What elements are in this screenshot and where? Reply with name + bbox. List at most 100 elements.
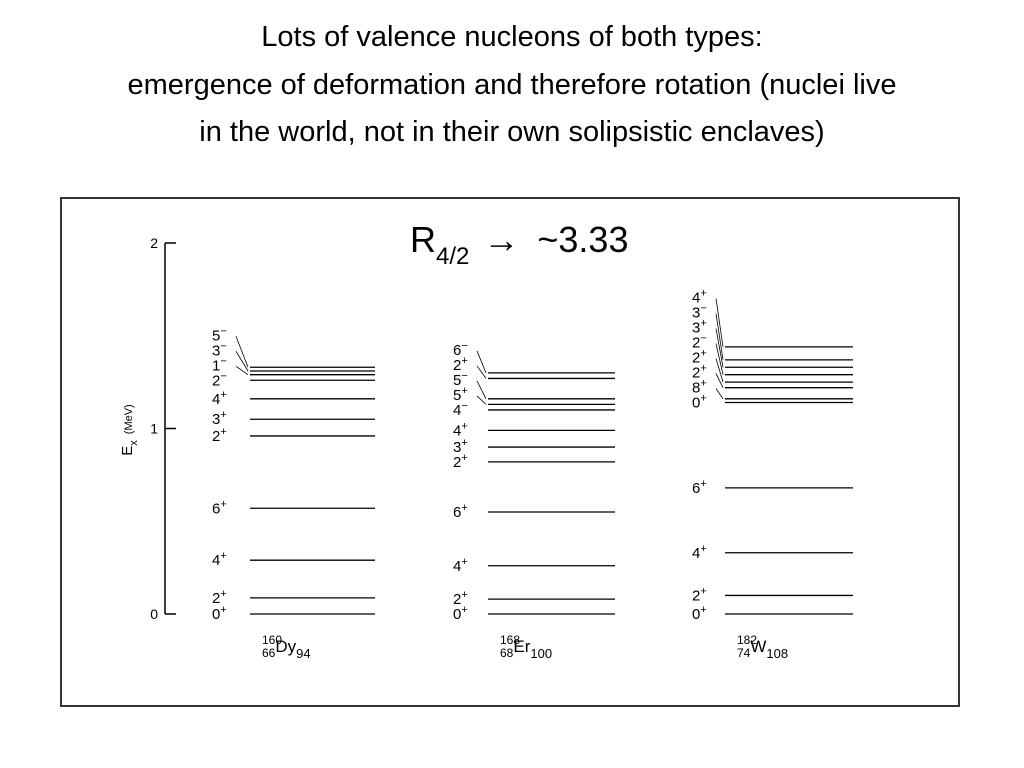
level-label: 4+ bbox=[692, 288, 707, 307]
level-spin: 2 bbox=[212, 428, 220, 445]
level-connector bbox=[476, 365, 487, 379]
level-spin: 0 bbox=[692, 395, 700, 412]
level-label: 2+ bbox=[212, 588, 227, 607]
level-connector bbox=[715, 388, 724, 400]
level-spin: 2 bbox=[453, 454, 461, 471]
nuclide-n: 94 bbox=[296, 646, 310, 661]
level-label: 0+ bbox=[453, 604, 468, 623]
level-label: 3− bbox=[692, 303, 707, 322]
nuclide-z: 66 bbox=[262, 646, 276, 660]
level-connector bbox=[715, 328, 724, 368]
level-spin: 4 bbox=[212, 391, 220, 408]
level-parity: + bbox=[700, 393, 706, 405]
level-label: 4+ bbox=[212, 550, 227, 569]
level-spin: 3 bbox=[212, 411, 220, 428]
level-connector bbox=[715, 343, 724, 375]
level-spin: 6 bbox=[453, 342, 461, 359]
level-label: 5− bbox=[212, 325, 227, 344]
level-parity: + bbox=[220, 409, 226, 421]
level-parity: + bbox=[220, 389, 226, 401]
nuclide-z: 68 bbox=[500, 646, 514, 660]
level-spin: 6 bbox=[692, 480, 700, 497]
level-parity: − bbox=[220, 370, 226, 382]
level-label: 3+ bbox=[453, 437, 468, 456]
annotation-value: ~3.33 bbox=[537, 219, 628, 260]
level-label: 1− bbox=[212, 355, 227, 374]
level-parity: + bbox=[700, 585, 706, 597]
level-parity: − bbox=[700, 333, 706, 345]
annotation-symbol: R bbox=[410, 219, 436, 260]
nuclide-mass: 160 bbox=[262, 633, 282, 647]
level-parity: − bbox=[220, 325, 226, 337]
level-connector bbox=[715, 358, 724, 383]
level-spin: 2 bbox=[453, 357, 461, 374]
nuclide-n: 108 bbox=[766, 646, 788, 661]
nuclide-mass: 182 bbox=[737, 633, 757, 647]
level-spin: 2 bbox=[212, 590, 220, 607]
tick-label: 2 bbox=[150, 235, 158, 251]
level-connector bbox=[476, 350, 487, 374]
level-spin: 3 bbox=[453, 439, 461, 456]
nuclide-symbol: Dy bbox=[275, 637, 296, 656]
level-spin: 5 bbox=[212, 327, 220, 344]
nuclide-symbol: W bbox=[750, 637, 766, 656]
level-label: 2+ bbox=[453, 452, 468, 471]
level-label: 0+ bbox=[692, 604, 707, 623]
level-label: 2− bbox=[212, 370, 227, 389]
level-spin: 4 bbox=[692, 290, 700, 307]
level-spin: 6 bbox=[453, 504, 461, 521]
level-spin: 4 bbox=[453, 422, 461, 439]
level-label: 8+ bbox=[692, 378, 707, 397]
level-label: 2− bbox=[692, 333, 707, 352]
level-parity: + bbox=[700, 288, 706, 300]
level-spin: 5 bbox=[453, 372, 461, 389]
level-label: 4+ bbox=[692, 543, 707, 562]
axis-unit: (MeV) bbox=[123, 404, 135, 434]
title-line: Lots of valence nucleons of both types: bbox=[261, 21, 762, 53]
level-parity: + bbox=[700, 318, 706, 330]
level-spin: 2 bbox=[692, 365, 700, 382]
level-parity: + bbox=[700, 363, 706, 375]
level-parity: − bbox=[700, 303, 706, 315]
level-label: 4+ bbox=[212, 389, 227, 408]
title-line: emergence of deformation and therefore r… bbox=[128, 69, 897, 101]
level-label: 6− bbox=[453, 340, 468, 359]
level-spin: 1 bbox=[212, 357, 220, 374]
level-connector bbox=[235, 336, 249, 368]
level-label: 2+ bbox=[453, 355, 468, 374]
level-label: 3− bbox=[212, 340, 227, 359]
level-spin: 3 bbox=[212, 342, 220, 359]
nuclide-symbol: Er bbox=[513, 637, 530, 656]
level-parity: − bbox=[220, 340, 226, 352]
level-spin: 4 bbox=[212, 552, 220, 569]
level-parity: + bbox=[461, 556, 467, 568]
level-parity: − bbox=[461, 340, 467, 352]
level-parity: + bbox=[461, 355, 467, 367]
level-parity: + bbox=[461, 437, 467, 449]
level-parity: + bbox=[461, 502, 467, 514]
level-parity: + bbox=[700, 604, 706, 616]
annotation-subscript: 4/2 bbox=[436, 243, 469, 270]
level-label: 3+ bbox=[692, 318, 707, 337]
level-parity: + bbox=[700, 348, 706, 360]
level-parity: + bbox=[461, 452, 467, 464]
level-spin: 0 bbox=[212, 606, 220, 623]
level-connector bbox=[476, 380, 487, 399]
level-label: 6+ bbox=[453, 502, 468, 521]
annotation-arrow: → bbox=[483, 219, 519, 260]
level-label: 2+ bbox=[453, 589, 468, 608]
level-spin: 2 bbox=[692, 587, 700, 604]
figure-frame bbox=[60, 197, 960, 707]
nuclide-mass: 168 bbox=[500, 633, 520, 647]
level-connector bbox=[235, 365, 249, 376]
level-parity: − bbox=[461, 400, 467, 412]
level-connector bbox=[715, 373, 724, 388]
level-label: 6+ bbox=[692, 478, 707, 497]
level-label: 4− bbox=[453, 400, 468, 419]
level-label: 2+ bbox=[692, 348, 707, 367]
axis-symbol: E bbox=[119, 446, 136, 456]
level-spin: 4 bbox=[692, 545, 700, 562]
tick-label: 1 bbox=[150, 421, 158, 437]
axis-subscript: x bbox=[128, 440, 140, 446]
